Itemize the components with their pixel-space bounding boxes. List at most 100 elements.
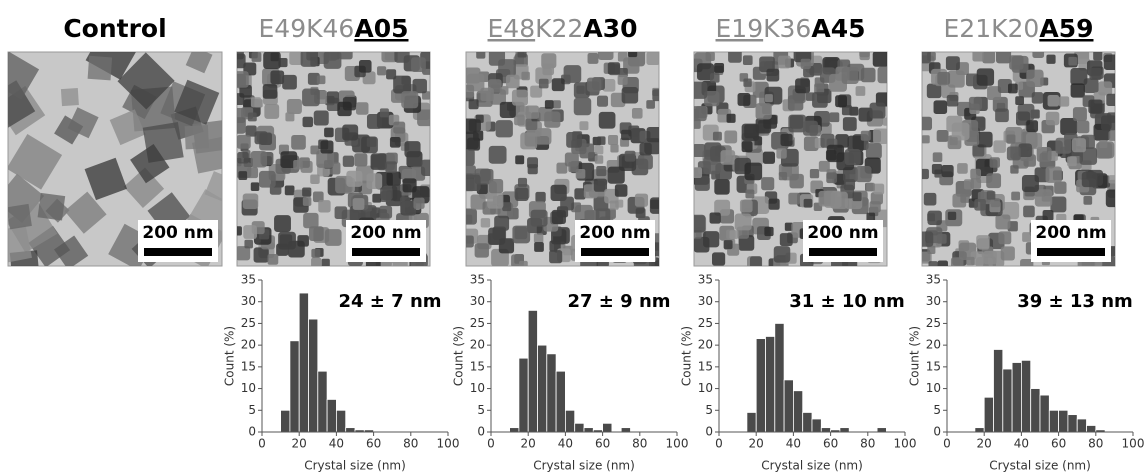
particle <box>714 179 729 194</box>
y-axis-label: Count (%) <box>680 326 694 386</box>
particle <box>325 229 342 246</box>
particle <box>475 243 489 257</box>
panel-title: E49K46A05 <box>259 14 409 43</box>
y-tick-label: 10 <box>926 381 941 395</box>
particle <box>995 108 1009 122</box>
title-part: A59 <box>1039 14 1093 43</box>
particle <box>494 216 509 231</box>
particle <box>690 82 707 99</box>
particle <box>587 78 601 92</box>
bar <box>756 339 765 432</box>
particle <box>948 70 965 87</box>
particle <box>411 57 426 72</box>
particle <box>1104 55 1119 70</box>
y-tick-label: 25 <box>470 316 485 330</box>
particle <box>512 226 530 244</box>
particle <box>928 261 937 270</box>
particle <box>1037 147 1052 162</box>
particle <box>371 153 388 170</box>
y-tick-label: 5 <box>933 403 941 417</box>
bar <box>556 371 565 432</box>
bar <box>840 428 849 432</box>
particle <box>827 145 844 162</box>
particle <box>937 234 947 244</box>
particle <box>951 257 964 270</box>
bar <box>1021 360 1030 432</box>
particle <box>870 103 886 119</box>
particle <box>560 197 574 211</box>
particle <box>993 140 1005 152</box>
particle <box>844 179 855 190</box>
bar <box>803 412 812 432</box>
micrograph: 200 nm <box>0 26 239 281</box>
particle <box>756 103 772 119</box>
particle <box>314 111 329 126</box>
particle <box>518 48 527 57</box>
particle <box>243 225 257 239</box>
particle <box>928 211 942 225</box>
particle <box>346 171 362 187</box>
particle <box>765 94 773 102</box>
particle <box>518 178 527 187</box>
particle <box>303 213 318 228</box>
particle <box>710 73 720 83</box>
particle <box>480 88 493 101</box>
particle <box>609 201 618 210</box>
particle <box>379 206 392 219</box>
particle <box>745 189 754 198</box>
particle <box>937 130 949 142</box>
y-tick-label: 20 <box>926 338 941 352</box>
particle <box>599 112 616 129</box>
particle <box>866 143 882 159</box>
particle <box>806 92 815 101</box>
particle <box>244 240 253 249</box>
x-tick-label: 100 <box>666 437 689 451</box>
scale-label: 200 nm <box>807 223 878 243</box>
bar <box>510 428 519 432</box>
particle <box>934 100 948 114</box>
particle <box>597 96 608 107</box>
particle <box>367 137 377 147</box>
particle <box>1109 175 1117 183</box>
bar <box>528 310 537 432</box>
particle <box>380 108 389 117</box>
particle <box>251 97 261 107</box>
particle <box>976 235 989 248</box>
bar <box>281 410 290 432</box>
scale-label: 200 nm <box>350 223 421 243</box>
particle <box>568 162 578 172</box>
y-tick-label: 5 <box>705 403 713 417</box>
particle <box>301 50 318 67</box>
particle <box>942 165 954 177</box>
particle <box>463 215 472 224</box>
y-tick-label: 0 <box>477 425 485 439</box>
title-part: A05 <box>354 14 408 43</box>
particle <box>303 117 313 127</box>
y-tick-label: 30 <box>698 294 713 308</box>
y-tick-label: 35 <box>698 273 713 287</box>
particle <box>595 146 604 155</box>
particle <box>1011 192 1020 201</box>
particle <box>724 240 733 249</box>
scale-bar <box>809 248 877 256</box>
particle <box>855 166 871 182</box>
particle <box>873 184 884 195</box>
particle <box>861 68 876 83</box>
particle <box>761 177 774 190</box>
y-axis-label: Count (%) <box>908 326 922 386</box>
bar <box>603 423 612 432</box>
particle <box>506 75 520 89</box>
particle <box>372 194 381 203</box>
particle <box>1050 196 1066 212</box>
particle <box>390 137 401 148</box>
particle <box>324 128 334 138</box>
particle <box>553 100 561 108</box>
particle <box>526 106 539 119</box>
particle <box>1010 165 1018 173</box>
particle <box>769 199 780 210</box>
particle <box>795 78 810 93</box>
particle <box>229 117 246 134</box>
bar <box>793 391 802 432</box>
particle <box>251 182 260 191</box>
y-tick-label: 10 <box>698 381 713 395</box>
